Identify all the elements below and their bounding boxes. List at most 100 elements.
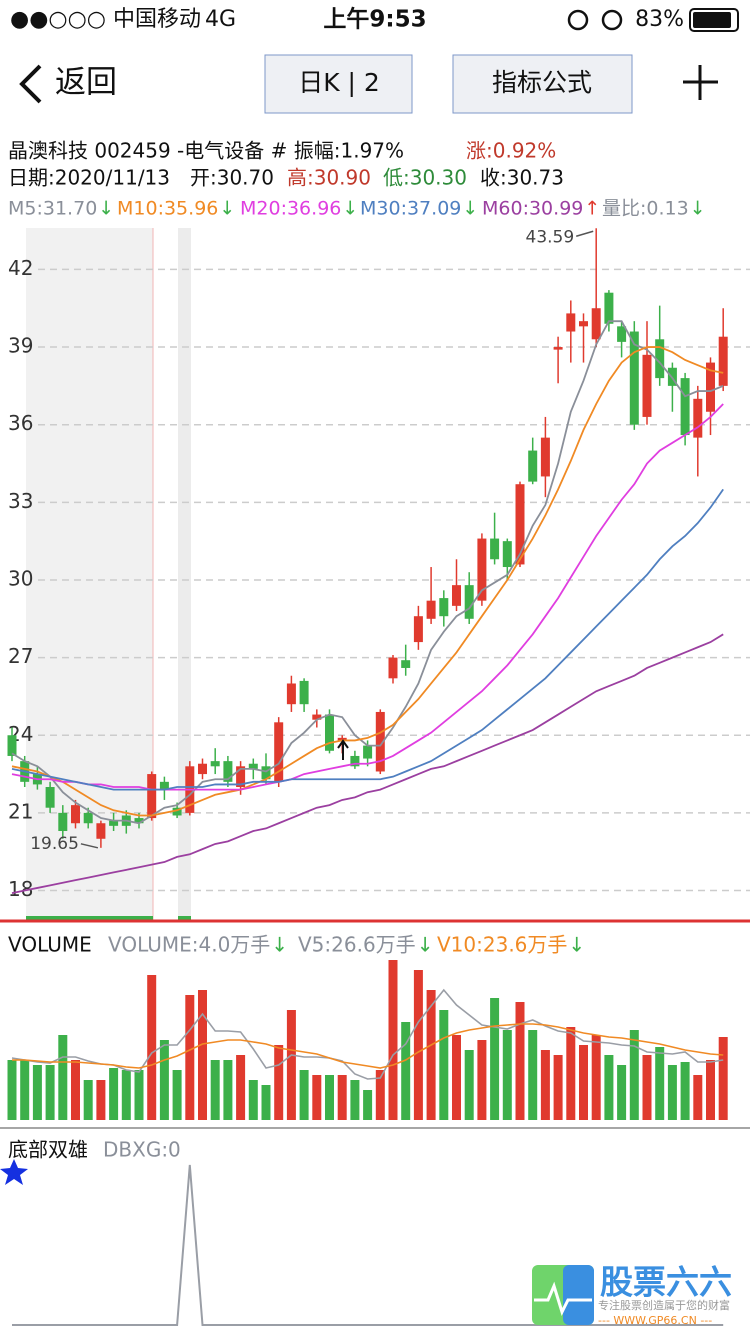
ma-line (11, 403, 724, 791)
candle-body (655, 339, 665, 379)
star-icon (0, 1159, 28, 1185)
candle-body (629, 331, 639, 425)
volume-bar (401, 1022, 411, 1120)
carrier: ●●○○○ 中国移动 (10, 7, 201, 32)
candle-body (680, 378, 690, 436)
ma-line (11, 346, 724, 817)
volume-bar (464, 1050, 474, 1120)
candle-body (617, 326, 627, 342)
legend-label: V5:26.6万手 (298, 933, 416, 957)
legend-label: M30:37.09 (360, 198, 461, 220)
change: 涨:0.92% (466, 139, 556, 163)
min-label: 19.65 (30, 834, 79, 854)
volume-bar (604, 1055, 614, 1120)
high: 高:30.90 (287, 166, 371, 190)
indicator-chart (12, 1164, 724, 1326)
open: 开:30.70 (190, 166, 274, 190)
volume-bar (32, 1065, 42, 1120)
candle-body (286, 683, 296, 705)
volume-ma-line (11, 988, 724, 1080)
add-button[interactable] (683, 65, 718, 100)
candle-body (401, 660, 411, 668)
candle-body (718, 336, 728, 386)
low: 低:30.30 (383, 166, 467, 190)
volume-bar (71, 1060, 80, 1120)
volume-bar (210, 1060, 220, 1120)
candle-body (312, 714, 322, 720)
volume-bar (58, 1035, 68, 1120)
volume-bar (490, 998, 500, 1120)
volume-bar (121, 1070, 131, 1120)
volume-bar (236, 1055, 246, 1120)
price-chart: 43.59 19.65 (7, 227, 728, 895)
watermark-name: 股票六六 (600, 1263, 732, 1302)
alarm-icon (601, 9, 623, 31)
formula-label: 指标公式 (492, 68, 592, 97)
candle-body (502, 541, 512, 568)
y-tick-label: 27 (8, 644, 33, 668)
volume-bar (477, 1040, 487, 1120)
candle-body (452, 585, 461, 606)
indicator-value: DBXG:0 (103, 1138, 181, 1162)
volume-bar (185, 995, 195, 1120)
max-pointer (575, 230, 594, 237)
period-label: 日K | 2 (298, 68, 380, 97)
indicator-title: 底部双雄 (8, 1138, 88, 1162)
rotation-lock (567, 9, 589, 31)
volume-bar (693, 1075, 703, 1120)
candle-body (45, 787, 55, 808)
volume-bar (20, 1060, 30, 1120)
back-button[interactable]: 返回 (19, 65, 117, 104)
watermark-url: --- WWW.GP66.CN --- (598, 1314, 712, 1327)
battery (689, 8, 739, 32)
volume-bar (667, 1065, 677, 1120)
volume-bar (45, 1065, 55, 1120)
band-marker (178, 916, 191, 920)
y-tick-label: 39 (8, 334, 33, 358)
volume-bar (706, 1060, 715, 1120)
stock-info: 晶澳科技 002459 -电气设备 # 振幅:1.97% (8, 139, 404, 163)
volume-bar (286, 1010, 296, 1120)
volume-bar (172, 1070, 182, 1120)
legend-label: M60:30.99 (482, 198, 583, 220)
volume-bar (642, 1055, 652, 1120)
legend-arrow: ↓ (690, 198, 706, 220)
volume-bar (439, 1010, 449, 1120)
candle-body (553, 347, 563, 350)
formula-button[interactable] (452, 54, 633, 114)
candle-body (439, 598, 449, 617)
volume-bar (312, 1075, 322, 1120)
volume-bar (502, 1030, 512, 1120)
volume-bar (413, 970, 423, 1120)
volume-ma-line (12, 1023, 724, 1069)
candle-body (477, 538, 487, 601)
volume-bar (223, 1060, 233, 1120)
volume-bar (426, 990, 436, 1120)
legend-label: 量比:0.13 (602, 198, 689, 220)
candle-body (413, 616, 423, 643)
legend-arrow: ↓ (462, 198, 478, 220)
legend-label: M10:35.96 (117, 198, 218, 220)
volume-bar (540, 1050, 550, 1120)
logo-pulse (534, 1281, 592, 1317)
volume-bar (147, 975, 157, 1120)
candle-body (198, 763, 207, 775)
candle-body (7, 735, 17, 756)
candle-body (147, 774, 157, 819)
volume-bar (388, 960, 398, 1120)
volume-bar (83, 1080, 93, 1120)
volume-bar (134, 1070, 144, 1120)
candle-body (210, 761, 220, 767)
legend-arrow: ↓ (342, 198, 358, 220)
candle-body (71, 805, 80, 824)
period-button[interactable] (264, 54, 413, 114)
candle-body (540, 437, 550, 477)
ma-line (11, 633, 724, 895)
candle-body (223, 761, 233, 782)
candle-body (248, 763, 258, 769)
ma-line (11, 488, 724, 791)
watermark: 股票六六 专注股票创造属于您的财富 --- WWW.GP66.CN --- (532, 1263, 732, 1327)
y-tick-label: 36 (8, 411, 33, 435)
candle-body (350, 755, 360, 767)
